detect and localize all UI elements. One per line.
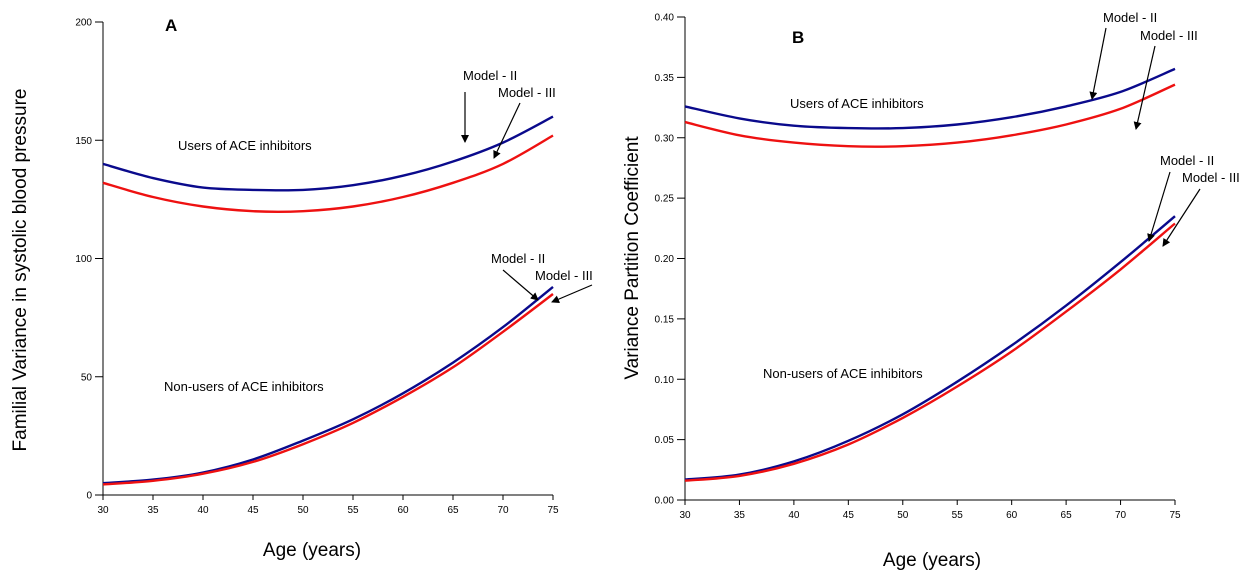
panel-b-non-users-model3-line [684, 222, 1176, 482]
panel-b-x-tick-label: 60 [1006, 510, 1018, 521]
panel-b-nonusers-label: Non-users of ACE inhibitors [763, 366, 923, 381]
panel-a: 30 35 40 45 50 55 60 65 70 75 0 50 100 150 200 A Age (… [10, 16, 593, 561]
panel-a-x-tick-label: 40 [197, 505, 209, 516]
panel-b-non-users-model2-line [684, 215, 1176, 481]
panel-b-y-tick-label: 0.30 [655, 133, 675, 144]
panel-b-label: B [792, 28, 804, 47]
panel-b-users-model2-label: Model - II [1103, 10, 1157, 25]
panel-a-y-tick-label: 0 [86, 491, 92, 502]
panel-b-y-axis-label: Variance Partition Coefficient [622, 136, 643, 380]
panel-a-y-axis-label: Familial Variance in systolic blood pres… [10, 89, 31, 452]
panel-a-users-label: Users of ACE inhibitors [178, 138, 312, 153]
panel-b-x-tick-label: 40 [788, 510, 800, 521]
panel-a-non-users-model3-line [102, 293, 554, 486]
panel-b-x-tick-label: 70 [1115, 510, 1127, 521]
panel-a-x-tick-label: 70 [497, 505, 509, 516]
panel-b-nonusers-model3-label: Model - III [1182, 170, 1240, 185]
panel-a-x-axis-label: Age (years) [263, 540, 361, 561]
panel-b-users-model2-line [684, 67, 1176, 130]
panel-b-x-tick-label: 35 [734, 510, 746, 521]
panel-b-x-tick-label: 45 [843, 510, 855, 521]
panel-a-nonusers-model2-label: Model - II [491, 251, 545, 266]
panel-a-nonusers-model2-arrow [502, 269, 539, 301]
panel-a-x-tick-label: 35 [147, 505, 159, 516]
panel-a-x-tick-label: 65 [447, 505, 459, 516]
panel-b-x-tick-label: 50 [897, 510, 909, 521]
panel-b: 30 35 40 45 50 55 60 65 70 75 0.00 0.05 0.10 0.15 0.20… [622, 10, 1240, 571]
panel-b-nonusers-model2-label: Model - II [1160, 153, 1214, 168]
panel-b-axes: 30 35 40 45 50 55 60 65 70 75 0.00 0.05 0.10 0.15 0.20… [655, 13, 1181, 522]
panel-b-y-tick-label: 0.35 [655, 73, 675, 84]
panel-a-x-tick-label: 75 [547, 505, 559, 516]
panel-a-x-tick-label: 60 [397, 505, 409, 516]
panel-b-y-tick-label: 0.20 [655, 254, 675, 265]
panel-a-users-model2-line [102, 115, 554, 192]
panel-a-y-tick-label: 50 [81, 372, 93, 383]
panel-a-users-model3-label: Model - III [498, 85, 556, 100]
panel-a-x-tick-label: 30 [97, 505, 109, 516]
panel-a-axes: 30 35 40 45 50 55 60 65 70 75 0 50 100 150 200 [75, 18, 559, 517]
panel-a-users-model3-arrow [493, 102, 521, 159]
panel-b-y-tick-label: 0.05 [655, 435, 675, 446]
panel-a-nonusers-model3-label: Model - III [535, 268, 593, 283]
panel-b-users-model3-label: Model - III [1140, 28, 1198, 43]
panel-b-users-model2-arrow [1089, 27, 1107, 100]
panel-b-y-tick-label: 0.40 [655, 13, 675, 24]
panel-a-nonusers-model3-arrow [551, 284, 593, 303]
panel-b-x-axis-label: Age (years) [883, 550, 981, 571]
panel-b-x-tick-label: 75 [1169, 510, 1181, 521]
panel-a-y-tick-label: 100 [75, 254, 92, 265]
panel-b-users-model3-arrow [1133, 45, 1156, 130]
panel-b-x-tick-label: 30 [679, 510, 691, 521]
panel-a-x-tick-label: 45 [247, 505, 259, 516]
panel-b-y-tick-label: 0.25 [655, 194, 675, 205]
panel-b-y-tick-label: 0.10 [655, 375, 675, 386]
panel-b-x-tick-label: 65 [1061, 510, 1073, 521]
panel-a-nonusers-label: Non-users of ACE inhibitors [164, 379, 324, 394]
panel-a-x-tick-label: 50 [297, 505, 309, 516]
panel-a-users-model3-line [102, 134, 554, 213]
panel-b-users-label: Users of ACE inhibitors [790, 96, 924, 111]
panel-a-users-model2-label: Model - II [463, 68, 517, 83]
panel-a-y-tick-label: 150 [75, 136, 92, 147]
panel-a-x-tick-label: 55 [347, 505, 359, 516]
panel-b-y-tick-label: 0.15 [655, 314, 675, 325]
panel-b-y-tick-label: 0.00 [655, 496, 675, 507]
panel-a-y-tick-label: 200 [75, 18, 92, 29]
panel-b-x-tick-label: 55 [952, 510, 964, 521]
panel-b-users-model3-line [684, 83, 1176, 148]
panel-a-label: A [165, 16, 177, 35]
panel-b-series [684, 67, 1176, 482]
panel-b-nonusers-model2-arrow [1147, 171, 1171, 242]
panel-b-nonusers-model3-arrow [1162, 188, 1201, 247]
panel-a-series [102, 115, 554, 486]
